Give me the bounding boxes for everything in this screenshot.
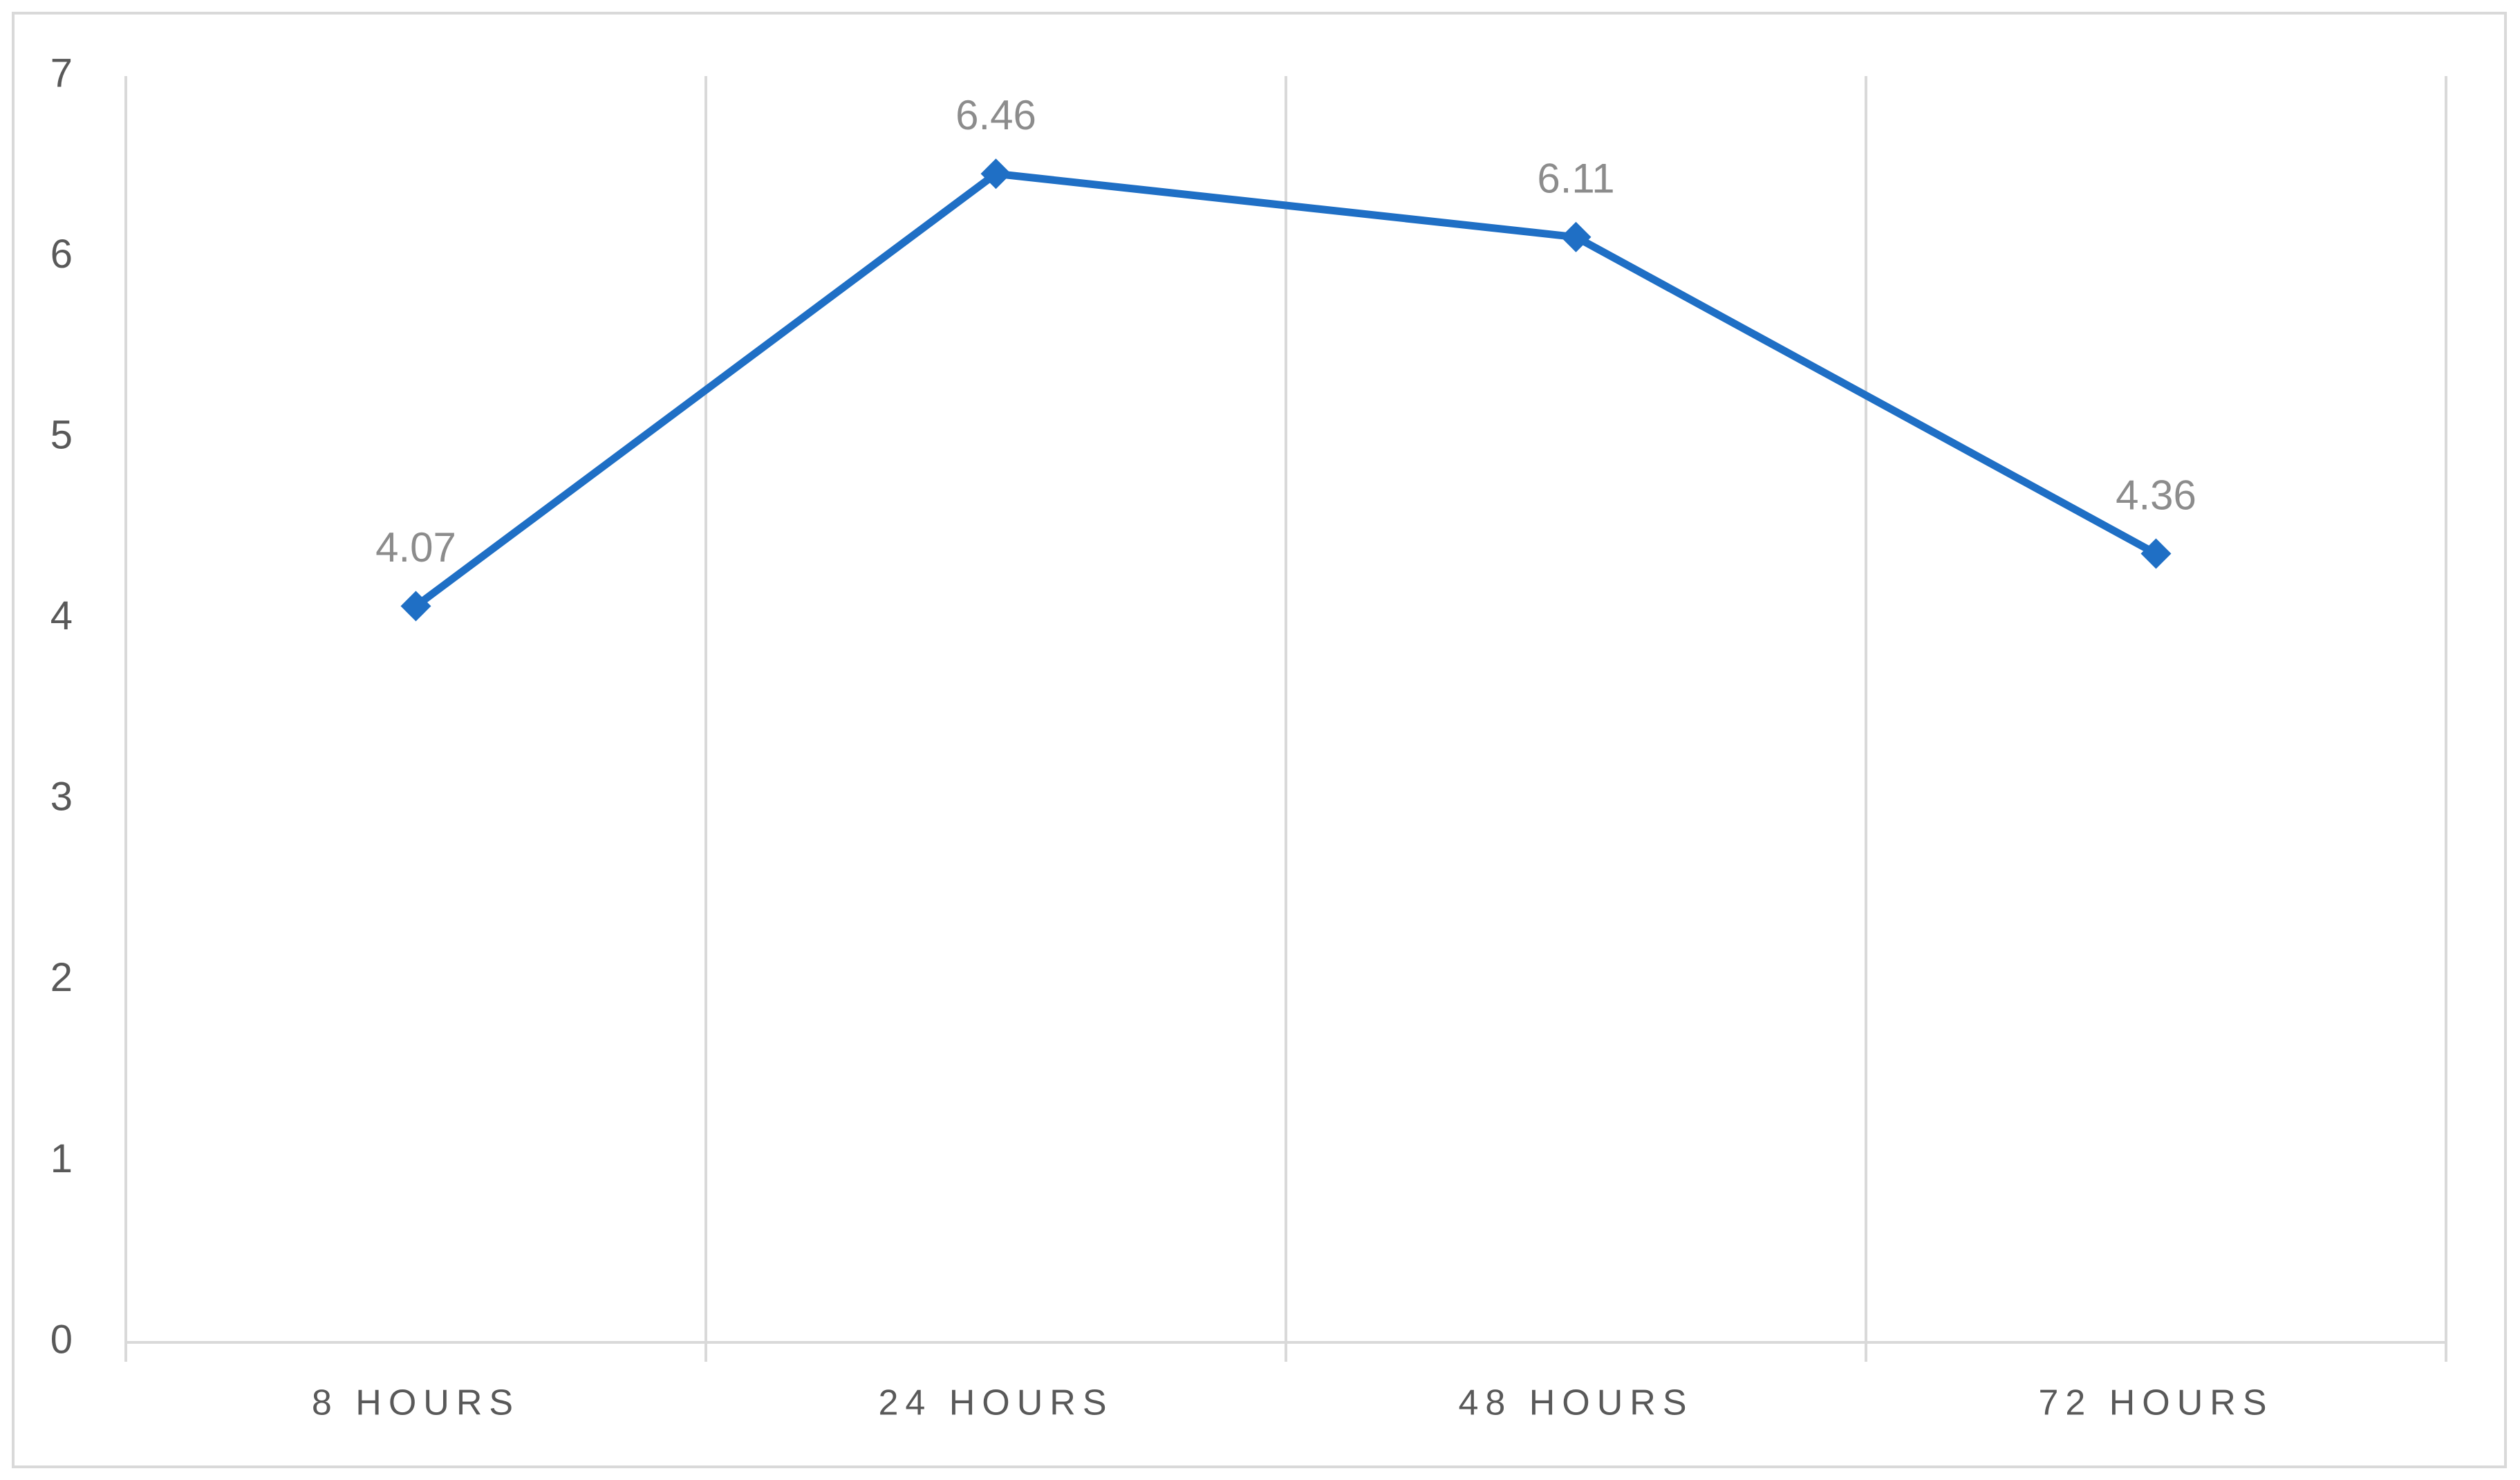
x-tick-label: 8 HOURS <box>312 1383 520 1423</box>
y-tick-label: 5 <box>50 412 73 457</box>
y-tick-label: 0 <box>50 1317 73 1362</box>
y-tick-label: 4 <box>50 593 73 638</box>
data-label: 4.36 <box>2116 472 2196 518</box>
y-tick-label: 2 <box>50 955 73 1000</box>
y-tick-label: 3 <box>50 775 73 820</box>
chart-border <box>12 12 2507 1468</box>
x-tick-label: 24 HOURS <box>878 1383 1113 1423</box>
marker <box>980 158 1011 189</box>
y-tick-label: 7 <box>50 50 73 95</box>
data-label: 6.46 <box>955 92 1036 138</box>
marker <box>1560 221 1592 252</box>
series-line <box>413 169 2158 609</box>
y-tick-label: 6 <box>50 232 73 277</box>
marker <box>2140 538 2172 569</box>
x-tick-label: 48 HOURS <box>1458 1383 1693 1423</box>
y-tick-label: 1 <box>50 1136 73 1181</box>
data-label: 4.07 <box>375 524 456 571</box>
x-tick-label: 72 HOURS <box>2038 1383 2273 1423</box>
data-label: 6.11 <box>1537 156 1614 202</box>
marker <box>400 591 431 622</box>
